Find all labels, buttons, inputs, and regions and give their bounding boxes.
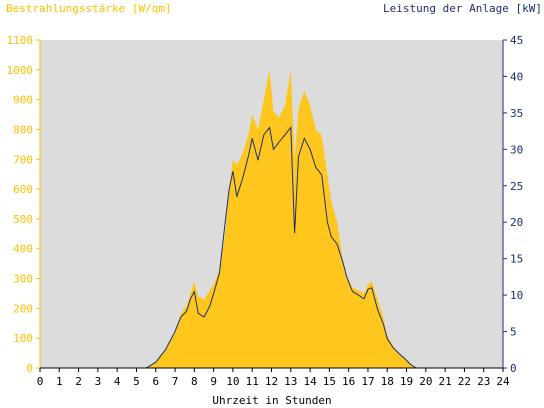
left-axis-title: Bestrahlungsstärke [W/qm] (6, 2, 172, 15)
x-tick-label: 11 (246, 375, 259, 388)
right-tick-label: 5 (510, 326, 517, 339)
x-tick-label: 0 (37, 375, 44, 388)
x-tick-label: 17 (361, 375, 374, 388)
x-tick-label: 18 (381, 375, 394, 388)
x-tick-label: 16 (342, 375, 355, 388)
x-tick-label: 6 (152, 375, 159, 388)
right-tick-label: 20 (510, 216, 523, 229)
x-tick-label: 15 (323, 375, 336, 388)
left-tick-label: 0 (26, 362, 33, 375)
right-tick-label: 0 (510, 362, 517, 375)
left-tick-label: 1100 (7, 34, 34, 47)
x-tick-label: 23 (477, 375, 490, 388)
x-tick-label: 24 (496, 375, 510, 388)
right-tick-label: 40 (510, 70, 523, 83)
x-tick-label: 12 (265, 375, 278, 388)
x-tick-label: 22 (458, 375, 471, 388)
x-tick-label: 1 (56, 375, 63, 388)
left-tick-label: 300 (13, 273, 33, 286)
right-tick-label: 45 (510, 34, 523, 47)
right-tick-label: 35 (510, 107, 523, 120)
x-tick-label: 14 (303, 375, 317, 388)
left-tick-label: 1000 (7, 64, 34, 77)
x-tick-label: 20 (419, 375, 432, 388)
right-tick-label: 30 (510, 143, 523, 156)
left-tick-label: 600 (13, 183, 33, 196)
left-tick-label: 100 (13, 332, 33, 345)
left-tick-label: 400 (13, 243, 33, 256)
x-tick-label: 7 (172, 375, 179, 388)
x-tick-label: 21 (439, 375, 452, 388)
right-axis-title: Leistung der Anlage [kW] (383, 2, 542, 15)
x-tick-label: 19 (400, 375, 413, 388)
right-tick-label: 15 (510, 253, 523, 266)
left-tick-label: 700 (13, 153, 33, 166)
x-tick-label: 5 (133, 375, 140, 388)
x-axis-label: Uhrzeit in Stunden (212, 394, 332, 407)
left-tick-label: 500 (13, 213, 33, 226)
series-line-power (40, 126, 503, 369)
left-tick-label: 200 (13, 302, 33, 315)
x-tick-label: 9 (210, 375, 217, 388)
x-tick-label: 3 (95, 375, 102, 388)
right-tick-label: 25 (510, 180, 523, 193)
left-tick-label: 800 (13, 123, 33, 136)
x-tick-label: 8 (191, 375, 198, 388)
right-tick-label: 10 (510, 289, 523, 302)
left-tick-label: 900 (13, 94, 33, 107)
x-tick-label: 2 (75, 375, 82, 388)
x-tick-label: 13 (284, 375, 297, 388)
x-tick-label: 10 (226, 375, 239, 388)
x-tick-label: 4 (114, 375, 121, 388)
